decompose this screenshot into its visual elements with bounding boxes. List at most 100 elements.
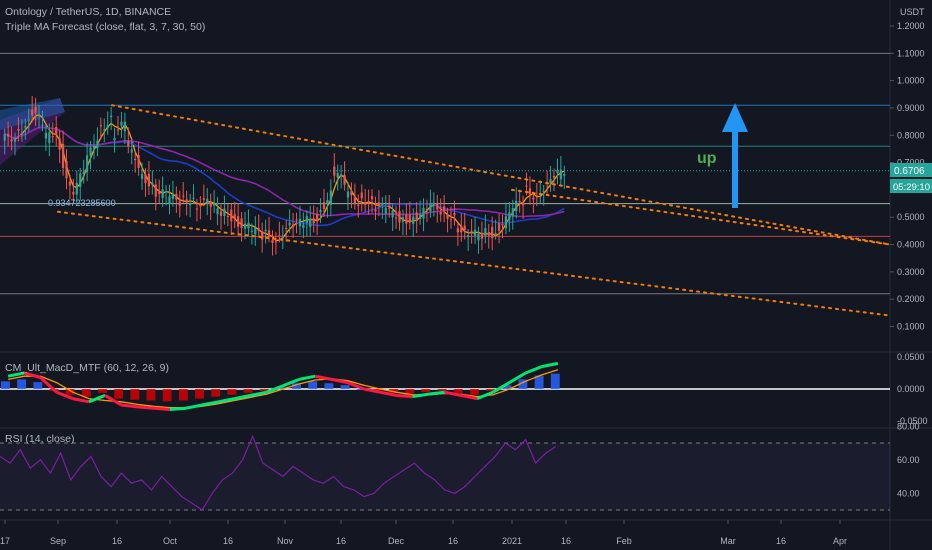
macd-line-segment <box>23 371 41 379</box>
candle-body <box>535 195 538 197</box>
candle-body <box>377 202 381 206</box>
candle-body <box>470 230 473 234</box>
macd-line-segment <box>444 390 462 397</box>
candle-body <box>528 188 532 195</box>
y-tick-label: 0.2000 <box>897 294 925 304</box>
candle-body <box>336 173 339 178</box>
macd-line-segment <box>347 381 365 391</box>
candle-body <box>123 121 126 132</box>
forecast-line <box>111 104 891 246</box>
candle-body <box>532 197 535 200</box>
candle-body <box>10 139 13 142</box>
macd-line-segment <box>525 365 543 375</box>
candle-body <box>281 235 284 238</box>
candle-body <box>511 208 514 217</box>
candle-body <box>195 208 199 210</box>
macd-histogram-bar <box>308 381 318 389</box>
candle-body <box>398 210 401 223</box>
axes: 1.20001.10001.00000.90000.80000.70000.60… <box>0 21 925 546</box>
rsi-band <box>0 443 890 510</box>
candle-body <box>367 200 370 204</box>
macd-line-segment <box>121 403 138 409</box>
macd-label[interactable]: CM_Ult_MacD_MTF (60, 12, 26, 9) <box>5 362 169 374</box>
symbol-title[interactable]: Ontology / TetherUS, 1D, BINANCE <box>5 6 172 18</box>
macd-histogram-bar <box>98 389 107 393</box>
macd-histogram-bar <box>389 389 399 393</box>
macd-histogram-bar <box>518 379 528 389</box>
macd-histogram-bar <box>211 389 221 397</box>
candle-body <box>391 210 394 218</box>
y-tick-label: 0.1000 <box>897 322 925 332</box>
candle-body <box>257 228 260 231</box>
macd-line-segment <box>39 376 58 394</box>
candle-body <box>243 223 247 229</box>
macd-line-segment <box>315 374 332 381</box>
y-tick-label: 0.7000 <box>897 158 925 168</box>
macd-line-segment <box>460 393 478 401</box>
candle-body <box>446 214 449 219</box>
candle-body <box>460 225 463 233</box>
x-tick-label: Feb <box>616 536 632 546</box>
candle-body <box>82 172 85 174</box>
x-tick-label: 16 <box>448 536 458 546</box>
candle-body <box>3 133 6 141</box>
macd-histogram-bar <box>340 385 350 389</box>
candle-body <box>291 224 295 227</box>
candle-body <box>147 173 151 187</box>
macd-histogram-bar <box>292 383 301 389</box>
indicator-label[interactable]: Triple MA Forecast (close, flat, 3, 7, 3… <box>5 21 206 33</box>
y-tick-label: 1.2000 <box>897 21 925 31</box>
candle-body <box>370 196 374 200</box>
rsi-label[interactable]: RSI (14, close) <box>5 433 75 445</box>
macd-histogram-bar <box>195 389 204 399</box>
candle-body <box>182 195 185 197</box>
forecast-line <box>511 188 891 246</box>
candle-body <box>278 235 281 237</box>
candle-body <box>134 159 137 161</box>
macd-line-segment <box>508 371 527 384</box>
macd-histogram-bar <box>453 389 463 393</box>
candle-body <box>79 173 82 187</box>
candle-body <box>127 140 130 147</box>
candle-body <box>494 233 497 235</box>
x-tick-label: Sep <box>50 536 66 546</box>
candle-body <box>226 216 229 218</box>
candle-body <box>151 182 154 185</box>
candle-body <box>394 217 398 219</box>
candle-body <box>508 212 511 220</box>
macd-tick-label: 0.0000 <box>897 384 925 394</box>
candle-body <box>254 227 257 235</box>
candle-body <box>333 166 336 176</box>
macd-line-segment <box>56 390 74 400</box>
candle-body <box>116 129 120 131</box>
candle-body <box>27 119 30 121</box>
candle-body <box>473 229 477 236</box>
candle-body <box>443 206 446 211</box>
candle-body <box>103 129 106 131</box>
macd-pane: 0.0500 0.0000 -0.0500 <box>0 352 928 426</box>
candle-body <box>223 208 226 216</box>
candle-body <box>89 147 92 156</box>
x-tick-label: Dec <box>388 536 405 546</box>
rsi-line <box>0 434 557 511</box>
candle-body <box>237 216 240 227</box>
candle-body <box>295 219 298 221</box>
candle-body <box>388 207 391 209</box>
candle-body <box>233 214 236 219</box>
macd-histogram-bar <box>1 381 10 389</box>
macd-line-segment <box>331 377 348 385</box>
macd-histogram-bar <box>372 389 382 391</box>
candle-body <box>340 175 343 177</box>
macd-line-segment <box>153 406 170 411</box>
rsi-pane: 80.00 60.00 40.00 <box>0 421 920 511</box>
candle-body <box>140 174 144 179</box>
x-tick-label: 2021 <box>502 536 522 546</box>
candle-body <box>58 138 61 150</box>
candle-body <box>185 199 188 203</box>
macd-histogram-bar <box>550 373 560 389</box>
candle-body <box>542 191 545 193</box>
candle-body <box>288 222 291 226</box>
x-tick-label: Mar <box>720 536 736 546</box>
candle-body <box>549 179 552 184</box>
